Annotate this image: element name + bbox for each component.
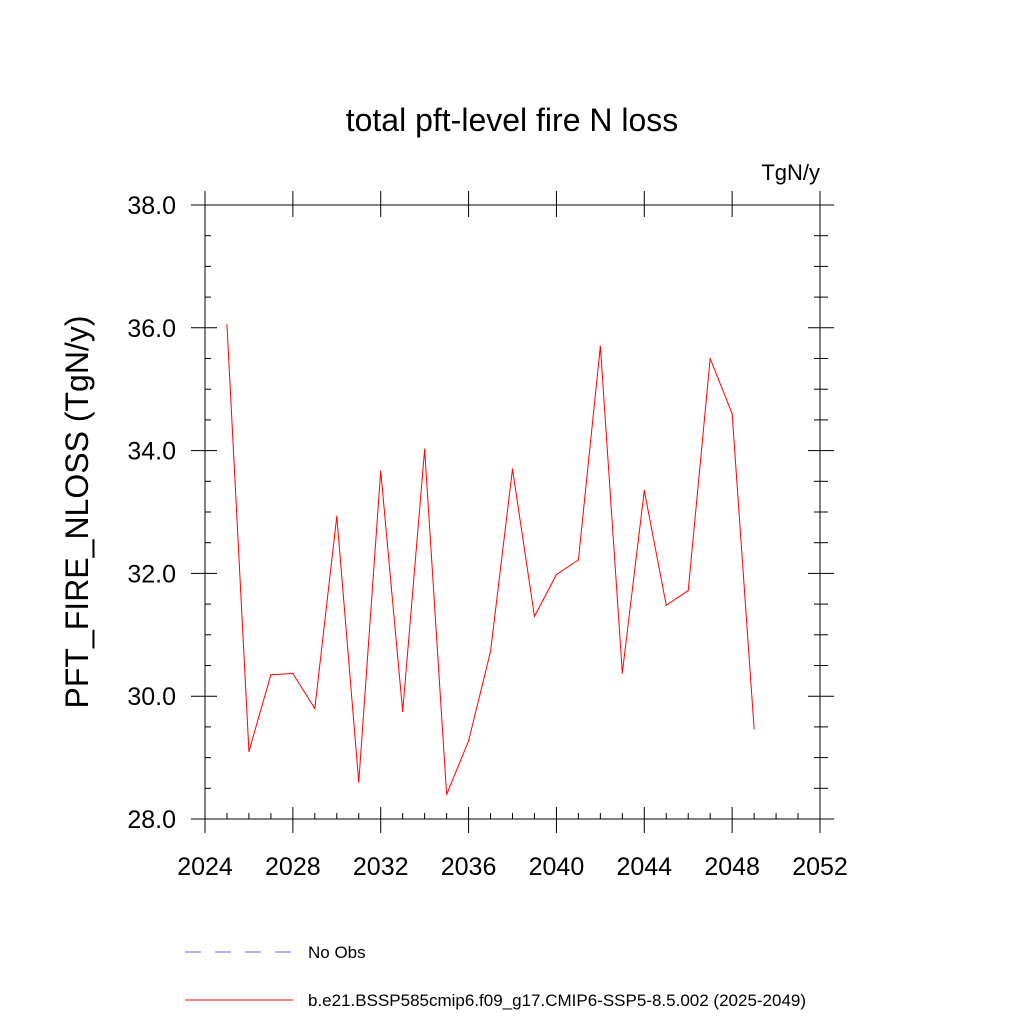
x-tick-label: 2044 [616,853,672,881]
data-point [643,489,645,492]
data-point [446,793,448,796]
units-label: TgN/y [761,160,820,185]
data-point [555,574,558,576]
y-tick-label: 28.0 [127,806,176,834]
y-tick-label: 34.0 [127,438,176,466]
data-point [489,650,492,652]
data-point [709,357,711,360]
data-point [753,728,755,730]
y-tick-label: 30.0 [127,683,176,711]
data-point [358,781,360,783]
y-tick-label: 36.0 [127,315,176,343]
series-layer [226,324,755,796]
data-point [336,515,338,517]
plot-frame [204,204,821,820]
data-point [533,615,536,617]
chart-title: total pft-level fire N loss [346,102,679,138]
data-point [226,324,228,326]
axis-ticks [191,191,834,833]
y-tick-label: 32.0 [127,560,176,588]
data-point [270,674,272,676]
data-point [402,710,404,713]
data-point [292,672,294,675]
data-point [467,740,470,742]
series-line [226,324,755,795]
data-point [380,470,382,472]
data-point [577,559,579,561]
data-point [424,448,426,450]
legend-label: No Obs [308,943,366,962]
data-point [599,345,601,347]
data-point [687,589,689,592]
data-point [621,672,623,674]
y-axis-label: PFT_FIRE_NLOSS (TgN/y) [59,316,95,709]
data-point [314,707,316,710]
legend-label: b.e21.BSSP585cmip6.f09_g17.CMIP6-SSP5-8.… [308,991,806,1010]
x-tick-label: 2024 [177,853,233,881]
y-tick-label: 38.0 [127,192,176,220]
x-tick-label: 2036 [441,853,497,881]
data-point [248,750,250,753]
data-point [731,413,733,415]
axis-tick-labels: 2024 2028 2032 2036 2040 2044 2048 2052 28.0 30.0… [127,192,847,881]
x-tick-label: 2052 [792,853,848,881]
x-tick-label: 2028 [265,853,321,881]
x-tick-label: 2032 [353,853,409,881]
x-tick-label: 2040 [529,853,585,881]
data-point [665,604,667,606]
x-tick-label: 2048 [704,853,760,881]
legend: No Obs b.e21.BSSP585cmip6.f09_g17.CMIP6-S… [185,943,806,1010]
data-point [511,468,514,470]
